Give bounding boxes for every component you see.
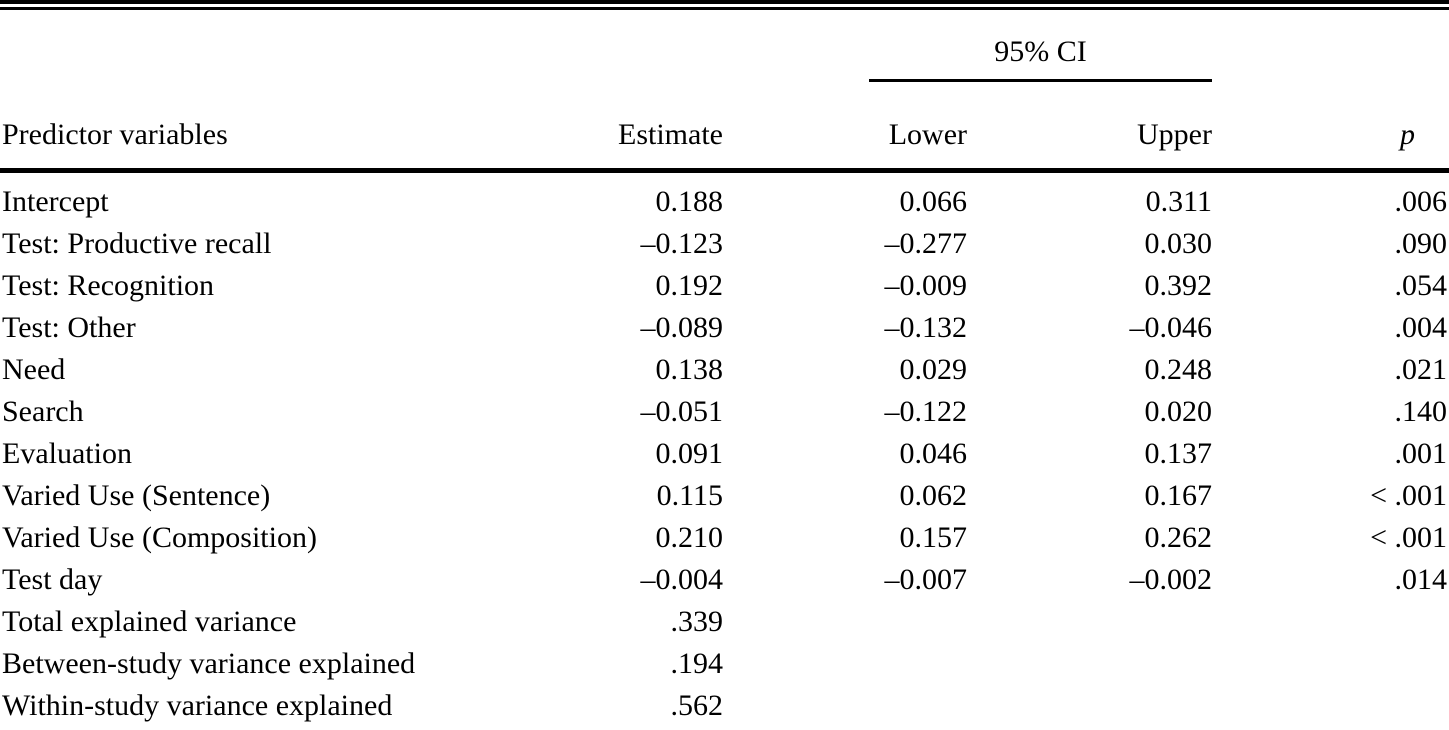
- column-header-p: p: [1212, 82, 1449, 173]
- table-row: Varied Use (Sentence) 0.115 0.062 0.167 …: [0, 475, 1449, 517]
- cell-p-value: .004: [1394, 311, 1448, 344]
- cell-predictor: Varied Use (Composition): [2, 521, 317, 554]
- cell-estimate: 0.115: [656, 479, 723, 512]
- cell-predictor: Within-study variance explained: [2, 689, 393, 722]
- table-row: Test: Productive recall –0.123 –0.277 0.…: [0, 223, 1449, 265]
- ci-spanner-cell: 95% CI: [723, 10, 1212, 82]
- cell-predictor: Varied Use (Sentence): [2, 479, 271, 512]
- cell-p-value: .001: [1394, 437, 1448, 470]
- cell-estimate: 0.138: [655, 353, 724, 386]
- cell-ci-upper: 0.137: [1144, 437, 1213, 470]
- cell-ci-upper: 0.020: [1144, 395, 1213, 428]
- cell-ci-upper: [967, 643, 1212, 685]
- table-row: Varied Use (Composition) 0.210 0.157 0.2…: [0, 517, 1449, 559]
- table-row: Evaluation 0.091 0.046 0.137 .001: [0, 433, 1449, 475]
- cell-p-value: .021: [1394, 353, 1448, 386]
- cell-p-value: .014: [1394, 563, 1448, 596]
- cell-ci-upper: –0.046: [1129, 311, 1213, 344]
- cell-ci-upper: 0.030: [1144, 227, 1213, 260]
- table-row: Within-study variance explained .562: [0, 685, 1449, 727]
- column-header-row: Predictor variables Estimate Lower Upper…: [0, 82, 1449, 173]
- ci-spacer-right: [1212, 10, 1449, 82]
- column-header-estimate: Estimate: [600, 82, 723, 173]
- cell-ci-upper: 0.248: [1144, 353, 1213, 386]
- cell-predictor: Between-study variance explained: [2, 647, 416, 680]
- cell-estimate: 0.091: [655, 437, 724, 470]
- cell-p-value: .006: [1394, 185, 1448, 218]
- cell-estimate: –0.089: [640, 311, 724, 344]
- cell-ci-lower: –0.007: [884, 563, 968, 596]
- cell-p-value: [1212, 685, 1449, 727]
- cell-ci-upper: 0.167: [1144, 479, 1213, 512]
- cell-predictor: Total explained variance: [2, 605, 297, 638]
- ci-group: 95% CI: [869, 37, 1212, 82]
- table-row: Test: Other –0.089 –0.132 –0.046 .004: [0, 307, 1449, 349]
- cell-ci-lower: –0.277: [884, 227, 968, 260]
- cell-p-value: .090: [1394, 227, 1448, 260]
- cell-estimate: .339: [670, 605, 724, 638]
- table-row: Between-study variance explained .194: [0, 643, 1449, 685]
- column-header-predictor: Predictor variables: [0, 82, 600, 173]
- table-row: Search –0.051 –0.122 0.020 .140: [0, 391, 1449, 433]
- cell-estimate: .194: [670, 647, 724, 680]
- cell-p-value: [1212, 643, 1449, 685]
- column-header-lower: Lower: [723, 82, 967, 173]
- cell-predictor: Evaluation: [2, 437, 132, 470]
- cell-ci-upper: 0.262: [1144, 521, 1213, 554]
- cell-ci-upper: 0.392: [1144, 269, 1213, 302]
- cell-p-value: .140: [1394, 395, 1448, 428]
- cell-predictor: Test: Productive recall: [2, 227, 272, 260]
- cell-ci-lower: 0.062: [899, 479, 968, 512]
- cell-predictor: Need: [2, 353, 66, 386]
- cell-estimate: –0.123: [640, 227, 724, 260]
- cell-ci-upper: [967, 685, 1212, 727]
- table-header: 95% CI Predictor variables Estimate Lowe…: [0, 10, 1449, 173]
- cell-ci-lower: 0.046: [899, 437, 968, 470]
- table-row: Test: Recognition 0.192 –0.009 0.392 .05…: [0, 265, 1449, 307]
- cell-estimate: –0.004: [640, 563, 724, 596]
- column-header-upper: Upper: [967, 82, 1212, 173]
- cell-predictor: Search: [2, 395, 84, 428]
- cell-p-value: .054: [1394, 269, 1448, 302]
- ci-spacer: [0, 10, 723, 82]
- top-double-rule: [0, 0, 1449, 10]
- cell-ci-upper: –0.002: [1129, 563, 1213, 596]
- table-row: Intercept 0.188 0.066 0.311 .006: [0, 171, 1449, 224]
- cell-ci-lower: [723, 601, 967, 643]
- cell-predictor: Test: Recognition: [2, 269, 215, 302]
- cell-ci-lower: –0.009: [884, 269, 968, 302]
- cell-ci-lower: –0.132: [884, 311, 968, 344]
- table-body: Intercept 0.188 0.066 0.311 .006 Test: P…: [0, 171, 1449, 728]
- cell-ci-lower: [723, 685, 967, 727]
- table-row: Test day –0.004 –0.007 –0.002 .014: [0, 559, 1449, 601]
- table-row: Need 0.138 0.029 0.248 .021: [0, 349, 1449, 391]
- cell-estimate: 0.192: [655, 269, 724, 302]
- cell-p-value: < .001: [1370, 479, 1447, 512]
- cell-estimate: 0.188: [655, 185, 724, 218]
- cell-ci-lower: 0.157: [899, 521, 968, 554]
- cell-estimate: .562: [670, 689, 724, 722]
- cell-estimate: 0.210: [655, 521, 724, 554]
- cell-predictor: Test: Other: [2, 311, 136, 344]
- cell-ci-upper: [967, 601, 1212, 643]
- cell-p-value: < .001: [1370, 521, 1447, 554]
- cell-predictor: Intercept: [2, 185, 109, 218]
- cell-ci-lower: 0.029: [899, 353, 968, 386]
- ci-spanner-row: 95% CI: [0, 10, 1449, 82]
- cell-estimate: –0.051: [640, 395, 724, 428]
- cell-p-value: [1212, 601, 1449, 643]
- table-row: Total explained variance .339: [0, 601, 1449, 643]
- cell-ci-lower: –0.122: [884, 395, 968, 428]
- ci-spanner-label: 95% CI: [994, 35, 1087, 68]
- cell-ci-lower: [723, 643, 967, 685]
- cell-ci-lower: 0.066: [899, 185, 968, 218]
- cell-predictor: Test day: [2, 563, 103, 596]
- regression-results-table: 95% CI Predictor variables Estimate Lowe…: [0, 10, 1449, 727]
- cell-ci-upper: 0.311: [1145, 185, 1212, 218]
